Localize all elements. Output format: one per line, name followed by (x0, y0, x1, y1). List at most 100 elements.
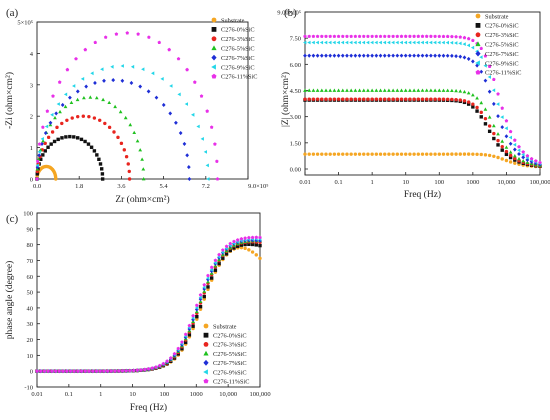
panel-b-point-c276-9pctsic (307, 40, 311, 45)
panel-b-point-c276-3pctsic (307, 97, 311, 101)
panel-b-point-c276-0pctsic (466, 102, 471, 106)
panel-b-point-c276-3pctsic (433, 97, 437, 101)
panel-b-point-c276-9pctsic (336, 40, 340, 45)
panel-b-point-c276-11pctsic (345, 34, 349, 38)
panel-b-point-substrate (345, 152, 349, 156)
panel-c-point-c276-0pctsic (217, 261, 221, 266)
panel-b-point-c276-0pctsic (492, 136, 496, 141)
panel-b-point-c276-9pctsic (424, 40, 429, 45)
panel-b-point-c276-5pctsic (303, 88, 307, 92)
panel-b-point-c276-7pctsic (349, 53, 353, 58)
panel-b-point-c276-9pctsic (479, 55, 483, 59)
panel-c-legend-label-c276-11pctsic: C276-11%SiC (213, 379, 250, 386)
panel-c-point-c276-11pctsic (113, 369, 117, 373)
panel-a-point-c276-5pctsic (138, 148, 143, 152)
panel-c-point-c276-11pctsic (224, 244, 229, 248)
panel-b-ytick-label: 9.00×10⁵ (277, 10, 301, 17)
panel-b-point-c276-5pctsic (504, 145, 509, 149)
panel-c-point-c276-0pctsic (187, 333, 192, 337)
panel-a-legend-label-c276-0pctsic: C276-0%SiC (221, 27, 255, 34)
panel-a-point-c276-5pctsic (82, 96, 86, 100)
panel-a-point-c276-11pctsic (199, 94, 204, 98)
panel-c-point-c276-11pctsic (198, 293, 203, 297)
panel-b-point-c276-3pctsic (353, 97, 358, 101)
panel-b-point-substrate (341, 152, 345, 156)
panel-b-point-substrate (433, 152, 437, 156)
panel-a-point-c276-9pctsic (169, 84, 173, 88)
panel-b-point-substrate (487, 153, 492, 158)
panel-c-point-c276-0pctsic (250, 242, 255, 247)
panel-a-point-c276-3pctsic (35, 169, 40, 174)
panel-a-point-c276-0pctsic (79, 137, 84, 142)
panel-a-point-c276-9pctsic (35, 163, 39, 168)
panel-b-point-c276-9pctsic (399, 40, 403, 45)
panel-a-point-c276-7pctsic (37, 153, 42, 158)
panel-a-point-c276-3pctsic (76, 114, 80, 119)
panel-b-point-c276-5pctsic (466, 91, 471, 95)
panel-a-point-c276-11pctsic (147, 35, 151, 39)
panel-b-point-c276-7pctsic (416, 53, 421, 58)
panel-b-point-c276-11pctsic (458, 35, 462, 39)
panel-a-point-c276-11pctsic (45, 109, 50, 113)
panel-b-point-c276-7pctsic (533, 161, 538, 166)
panel-b-point-c276-11pctsic (483, 54, 488, 58)
panel-a-point-c276-9pctsic (177, 92, 181, 97)
panel-b-legend-marker-c276-11pctsic (475, 69, 481, 75)
panel-b-point-c276-11pctsic (424, 34, 429, 38)
panel-b-point-c276-7pctsic (508, 141, 513, 146)
panel-a-point-c276-9pctsic (160, 77, 164, 81)
panel-a-point-c276-7pctsic (161, 102, 166, 107)
panel-a-point-c276-3pctsic (112, 130, 116, 134)
panel-b-point-c276-11pctsic (471, 38, 475, 42)
panel-b-point-c276-5pctsic (458, 89, 463, 93)
panel-c-point-c276-11pctsic (76, 369, 80, 373)
panel-a-point-c276-9pctsic (44, 124, 49, 129)
panel-b-point-c276-5pctsic (374, 88, 379, 92)
panel-b-point-c276-3pctsic (479, 110, 483, 115)
panel-a-point-c276-7pctsic (40, 141, 44, 146)
panel-a-legend-label-c276-9pctsic: C276-9%SiC (221, 64, 255, 71)
panel-b-legend-label-c276-11pctsic: C276-11%SiC (485, 70, 522, 77)
panel-a-xtick-label: 3.6 (117, 183, 126, 190)
panel-a-point-c276-7pctsic (54, 111, 58, 116)
panel-a-point-c276-5pctsic (123, 115, 128, 120)
panel-b-point-c276-3pctsic (345, 97, 349, 101)
panel-b-point-c276-11pctsic (362, 34, 366, 38)
panel-b-point-c276-3pctsic (320, 97, 324, 101)
panel-b-point-c276-3pctsic (483, 116, 488, 121)
panel-c-legend-marker-c276-3pctsic (203, 342, 209, 347)
panel-a-point-c276-0pctsic (56, 137, 60, 142)
panel-a-point-c276-3pctsic (50, 130, 55, 134)
panel-a-point-c276-9pctsic (72, 84, 76, 88)
panel-c-point-c276-0pctsic (247, 242, 251, 246)
panel-b-point-c276-3pctsic (492, 131, 496, 136)
panel-c-point-c276-9pctsic (194, 306, 199, 310)
panel-b-point-c276-9pctsic (332, 40, 336, 45)
panel-b-point-c276-7pctsic (328, 53, 332, 58)
panel-c-point-c276-11pctsic (139, 368, 143, 372)
panel-b-xtick-label: 1 (371, 179, 374, 186)
panel-c-point-c276-11pctsic (57, 369, 62, 373)
panel-b-point-c276-3pctsic (408, 97, 412, 101)
panel-b-point-c276-9pctsic (416, 40, 420, 45)
panel-a-point-c276-11pctsic (185, 67, 189, 72)
panel-b-point-c276-9pctsic (328, 40, 332, 45)
panel-c-legend-label-c276-0pctsic: C276-0%SiC (213, 333, 247, 340)
panel-b-point-c276-5pctsic (349, 88, 353, 92)
panel-a-point-c276-7pctsic (138, 84, 143, 89)
panel-b-ytick-label: 3.00 (290, 114, 301, 121)
panel-b-point-c276-11pctsic (479, 46, 483, 50)
panel-a-point-c276-5pctsic (135, 139, 140, 143)
panel-b-point-c276-5pctsic (370, 88, 374, 92)
panel-b-legend-marker-c276-5pctsic (475, 41, 481, 47)
panel-c-point-c276-5pctsic (202, 289, 207, 293)
panel-a-point-c276-7pctsic (129, 80, 134, 85)
panel-b-point-c276-7pctsic (319, 53, 324, 58)
panel-a-legend-marker-c276-3pctsic (211, 36, 217, 42)
panel-b-point-c276-11pctsic (349, 34, 353, 38)
panel-b-point-substrate (483, 153, 488, 157)
panel-c-point-c276-0pctsic (221, 256, 225, 260)
panel-b-point-substrate (416, 152, 421, 156)
panel-b-point-c276-5pctsic (391, 88, 395, 92)
panel-a-legend-label-c276-11pctsic: C276-11%SiC (221, 74, 258, 81)
